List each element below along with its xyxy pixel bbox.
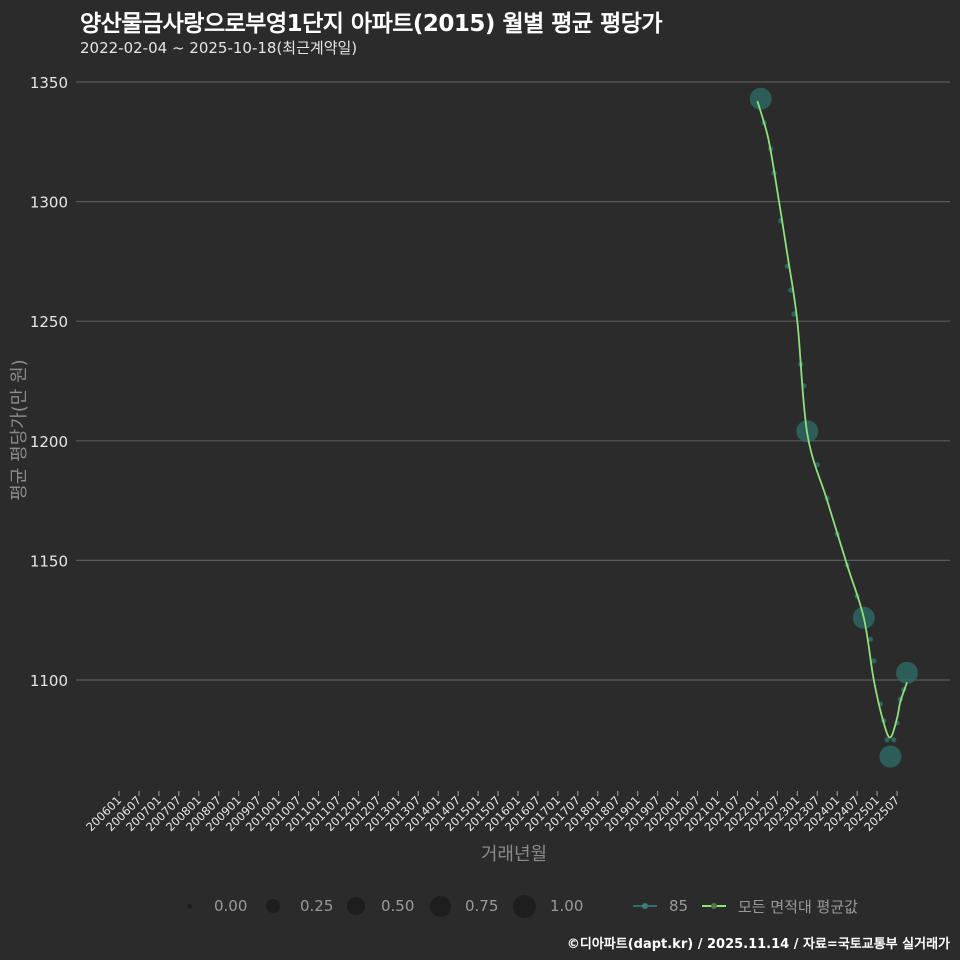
y-tick-label: 1250 (30, 313, 68, 331)
data-point (879, 745, 902, 768)
legend-size-4: 1.00 (513, 893, 583, 919)
legend-size-2: 0.50 (347, 893, 414, 919)
data-point (749, 87, 772, 110)
legend-series-label: 모든 면적대 평균값 (738, 897, 858, 916)
legend-size-label: 0.75 (465, 897, 499, 915)
size-dot-icon (266, 899, 280, 913)
series-85-line-icon (633, 903, 657, 909)
legend-series-label: 85 (669, 897, 689, 915)
chart-subtitle: 2022-02-04 ~ 2025-10-18(최근계약일) (80, 39, 358, 57)
data-point (891, 737, 897, 743)
size-dot-icon (513, 894, 536, 918)
legend: 0.00 0.25 0.50 0.75 1.00 85 모든 면적대 평균값 (0, 893, 960, 919)
y-tick-label: 1350 (30, 74, 68, 92)
source-credit: ©디아파트(dapt.kr) / 2025.11.14 / 자료=국토교통부 실… (566, 937, 950, 952)
legend-size-label: 1.00 (550, 897, 584, 915)
data-point (867, 636, 874, 642)
data-point (884, 737, 890, 743)
legend-size-label: 0.50 (381, 897, 415, 915)
x-axis-title: 거래년월 (480, 844, 548, 865)
data-point (788, 287, 794, 293)
size-dot-icon (430, 895, 451, 917)
legend-size-0: 0.00 (180, 893, 247, 919)
size-dot-icon (347, 897, 365, 915)
size-dot-icon (187, 903, 192, 909)
y-tick-label: 1150 (30, 552, 68, 570)
data-point (791, 311, 797, 317)
legend-size-1: 0.25 (264, 893, 333, 919)
series-average-line-icon (702, 903, 726, 909)
legend-size-label: 0.25 (300, 897, 334, 915)
y-axis-ticks: 1100 1150 1200 1250 1300 1350 (30, 74, 68, 690)
y-tick-label: 1100 (30, 672, 68, 690)
y-tick-label: 1300 (30, 194, 68, 212)
legend-size-3: 0.75 (430, 893, 498, 919)
series-85-points (749, 87, 919, 768)
y-gridlines (76, 81, 950, 681)
legend-size-label: 0.00 (214, 897, 248, 915)
x-axis-ticks: 2006012006072007012007072008012008072009… (83, 791, 902, 834)
y-tick-label: 1200 (30, 433, 68, 451)
legend-series-average: 모든 면적대 평균값 (702, 893, 858, 919)
series-average-line (756, 100, 908, 739)
chart-title: 양산물금사랑으로부영1단지 아파트(2015) 월별 평균 평당가 (80, 11, 663, 37)
legend-series-85: 85 (633, 893, 688, 919)
data-point (896, 661, 919, 684)
average-line (756, 100, 908, 739)
data-point (871, 658, 877, 664)
